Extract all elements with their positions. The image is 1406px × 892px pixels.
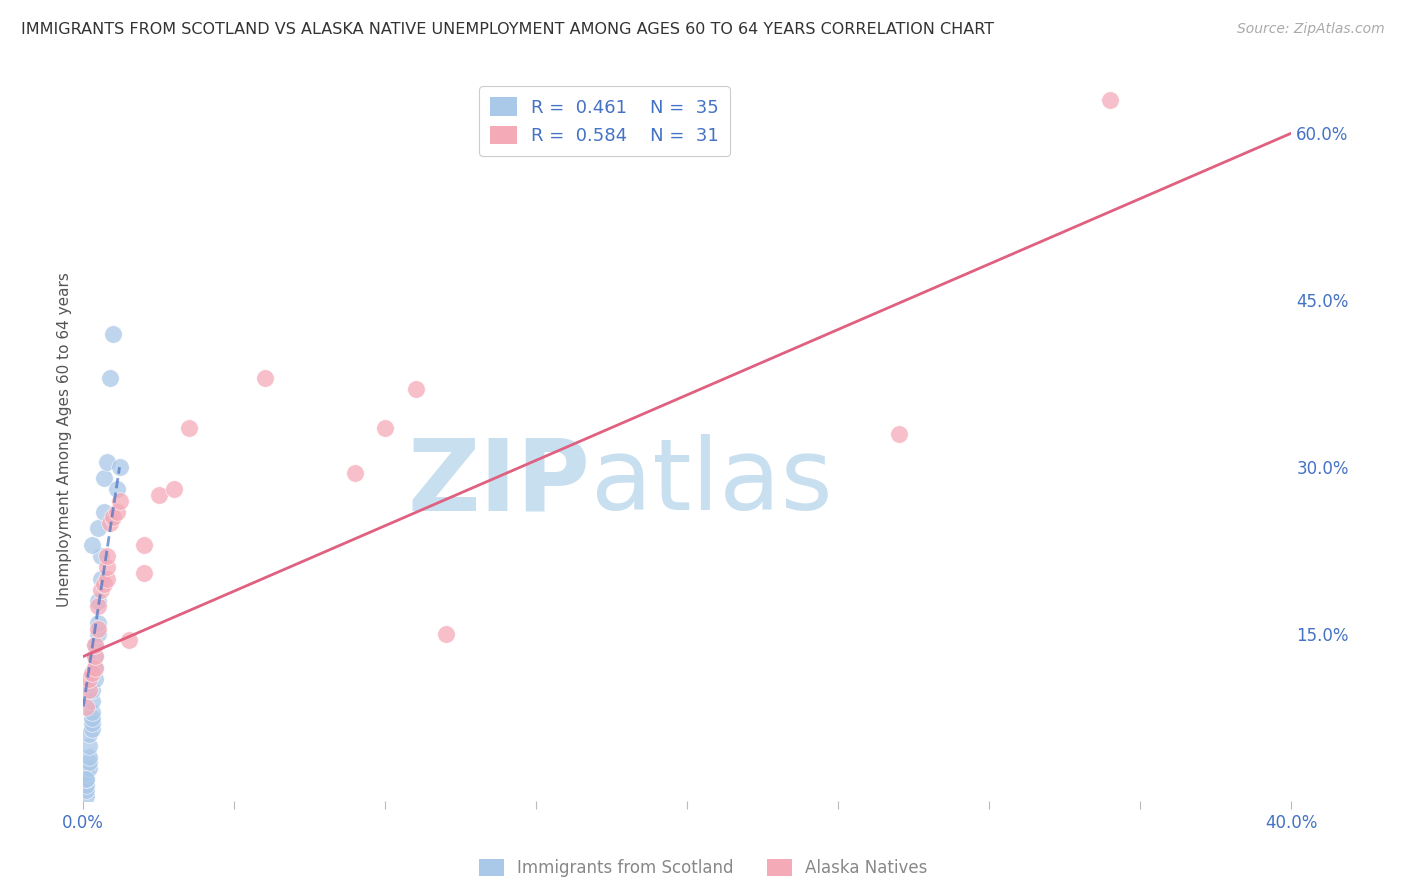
Point [84, 660, 107, 674]
Point [132, 566, 155, 580]
Point [93, 471, 115, 485]
Point [87, 594, 110, 608]
Text: IMMIGRANTS FROM SCOTLAND VS ALASKA NATIVE UNEMPLOYMENT AMONG AGES 60 TO 64 YEARS: IMMIGRANTS FROM SCOTLAND VS ALASKA NATIV… [21, 22, 994, 37]
Point [82, 716, 104, 731]
Legend: Immigrants from Scotland, Alaska Natives: Immigrants from Scotland, Alaska Natives [472, 852, 934, 884]
Point [82, 666, 104, 681]
Point [148, 488, 170, 502]
Point [96, 572, 118, 586]
Point [84, 638, 107, 652]
Point [132, 538, 155, 552]
Point [344, 466, 367, 480]
Point [117, 632, 139, 647]
Point [103, 510, 125, 524]
Point [87, 622, 110, 636]
Point [105, 505, 128, 519]
Point [253, 371, 276, 385]
Point [103, 326, 125, 341]
Y-axis label: Unemployment Among Ages 60 to 64 years: Unemployment Among Ages 60 to 64 years [58, 272, 72, 607]
Point [75, 772, 97, 786]
Point [96, 549, 118, 564]
Point [87, 521, 110, 535]
Point [82, 682, 104, 697]
Point [84, 649, 107, 664]
Point [1099, 93, 1122, 107]
Point [887, 426, 910, 441]
Point [84, 672, 107, 686]
Point [82, 538, 104, 552]
Legend: R =  0.461    N =  35, R =  0.584    N =  31: R = 0.461 N = 35, R = 0.584 N = 31 [479, 87, 730, 156]
Point [79, 739, 101, 753]
Point [405, 382, 427, 396]
Point [177, 421, 200, 435]
Point [84, 649, 107, 664]
Point [79, 761, 101, 775]
Point [90, 572, 112, 586]
Point [434, 627, 457, 641]
Point [82, 694, 104, 708]
Point [75, 783, 97, 797]
Point [96, 454, 118, 468]
Point [90, 582, 112, 597]
Point [100, 371, 122, 385]
Point [87, 615, 110, 630]
Point [93, 505, 115, 519]
Point [96, 560, 118, 574]
Point [79, 749, 101, 764]
Text: Source: ZipAtlas.com: Source: ZipAtlas.com [1237, 22, 1385, 37]
Point [79, 672, 101, 686]
Point [79, 756, 101, 770]
Point [79, 682, 101, 697]
Point [87, 599, 110, 614]
Point [87, 627, 110, 641]
Text: atlas: atlas [591, 434, 832, 532]
Point [75, 766, 97, 780]
Point [100, 516, 122, 530]
Point [75, 772, 97, 786]
Point [93, 577, 115, 591]
Point [75, 777, 97, 791]
Point [105, 483, 128, 497]
Point [84, 638, 107, 652]
Point [374, 421, 396, 435]
Point [75, 699, 97, 714]
Point [82, 705, 104, 719]
Point [163, 483, 186, 497]
Point [108, 460, 131, 475]
Point [90, 549, 112, 564]
Point [82, 722, 104, 736]
Text: ZIP: ZIP [408, 434, 591, 532]
Point [82, 711, 104, 725]
Point [79, 727, 101, 741]
Point [108, 493, 131, 508]
Point [75, 789, 97, 803]
Point [84, 660, 107, 674]
